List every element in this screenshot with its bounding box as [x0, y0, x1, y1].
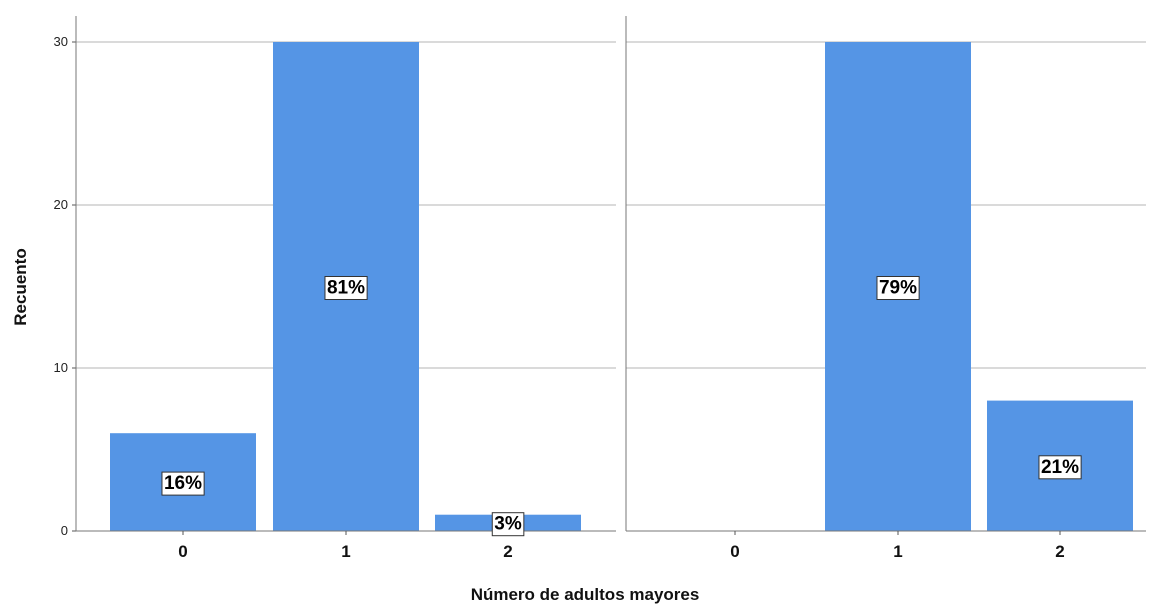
data-label-text: 3%: [494, 514, 522, 535]
data-label: 81%: [324, 276, 368, 300]
data-label: 16%: [161, 471, 205, 496]
gridlines: [76, 41, 1146, 369]
bars: [110, 42, 1133, 531]
data-label-box: [324, 276, 368, 300]
data-label-box: [161, 471, 205, 496]
x-tick-label: 1: [341, 542, 350, 561]
data-label: 79%: [876, 276, 920, 300]
y-tick-label: 0: [61, 523, 68, 538]
x-tick-label: 1: [893, 542, 902, 561]
x-tick-label: 2: [1055, 542, 1064, 561]
y-tick-label: 10: [54, 360, 68, 375]
x-tick-label: 0: [178, 542, 187, 561]
data-label: 21%: [1038, 455, 1082, 480]
x-tick-label: 0: [730, 542, 739, 561]
data-label-box: [491, 512, 525, 537]
y-axis-title: Recuento: [11, 248, 30, 325]
x-tick-label: 2: [503, 542, 512, 561]
y-tick-label: 20: [54, 197, 68, 212]
data-label-box: [1038, 455, 1082, 480]
data-label-text: 81%: [327, 278, 365, 299]
x-axis-title: Número de adultos mayores: [471, 585, 700, 604]
data-label-text: 79%: [879, 278, 917, 299]
data-labels: 16% 81% 3% 79% 21%: [161, 276, 1082, 537]
y-tick-label: 30: [54, 34, 68, 49]
data-label-text: 16%: [164, 473, 202, 494]
data-label-box: [876, 276, 920, 300]
data-label-text: 21%: [1041, 457, 1079, 478]
data-label: 3%: [491, 512, 525, 537]
